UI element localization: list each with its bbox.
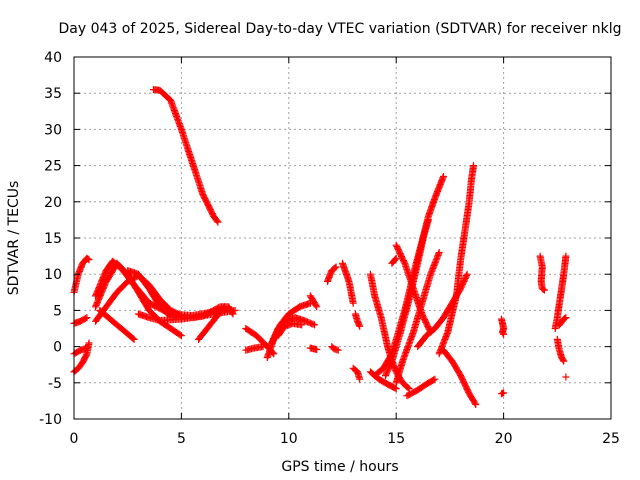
- data-point: [560, 357, 568, 365]
- data-point: [85, 256, 93, 264]
- data-point: [129, 335, 137, 342]
- data-point: [228, 309, 236, 317]
- data-point: [462, 272, 470, 280]
- y-tick-label: 10: [44, 267, 62, 283]
- data-point: [213, 217, 221, 225]
- data-point: [430, 376, 438, 384]
- x-tick-label: 20: [495, 431, 513, 447]
- data-point: [313, 303, 321, 311]
- y-tick-label: 20: [44, 195, 62, 211]
- data-point: [331, 264, 339, 272]
- data-point: [391, 255, 399, 263]
- data-point: [404, 384, 412, 392]
- data-point: [471, 399, 479, 407]
- x-tick-label: 10: [280, 431, 298, 447]
- data-point: [259, 343, 267, 351]
- data-point: [440, 173, 447, 180]
- y-tick-label: 0: [53, 340, 62, 356]
- data-point: [313, 346, 321, 353]
- data-point: [332, 263, 340, 271]
- y-tick-label: 15: [44, 231, 62, 247]
- data-points: [70, 86, 570, 408]
- y-tick-label: -5: [48, 376, 62, 392]
- y-tick-label: 5: [53, 303, 62, 319]
- x-tick-label: 0: [70, 431, 79, 447]
- data-point: [356, 375, 364, 383]
- data-point: [85, 339, 93, 347]
- grid: [74, 57, 611, 419]
- data-point: [298, 321, 306, 329]
- y-tick-label: 40: [44, 50, 62, 66]
- data-point: [130, 335, 138, 343]
- data-point: [356, 322, 364, 330]
- data-point: [500, 389, 508, 397]
- data-point: [562, 252, 570, 260]
- y-tick-label: -10: [39, 412, 62, 428]
- data-point: [334, 346, 342, 354]
- data-point: [500, 330, 508, 338]
- x-tick-label: 15: [387, 431, 405, 447]
- data-point: [435, 249, 443, 256]
- data-point: [84, 255, 92, 263]
- data-point: [82, 314, 90, 322]
- data-point: [177, 332, 185, 340]
- axis-ticks: 0 5 10 15 20 25 -10 -5 0 5 10 15 20 25 30 35 40: [39, 50, 620, 447]
- y-axis-label: SDTVAR / TECUs: [6, 181, 22, 296]
- data-point: [311, 321, 319, 329]
- y-tick-label: 35: [44, 86, 62, 102]
- data-point: [220, 303, 228, 311]
- data-point: [214, 218, 222, 226]
- data-point: [83, 314, 91, 322]
- x-tick-label: 5: [177, 431, 186, 447]
- data-point: [349, 299, 357, 307]
- data-point: [559, 356, 567, 364]
- data-point: [539, 285, 547, 293]
- chart-title: Day 043 of 2025, Sidereal Day-to-day VTE…: [59, 21, 622, 37]
- data-point: [562, 373, 570, 381]
- data-point: [83, 344, 91, 352]
- data-point: [219, 304, 227, 312]
- y-tick-label: 30: [44, 122, 62, 138]
- data-point: [562, 314, 570, 322]
- data-point: [392, 254, 400, 262]
- data-point: [463, 270, 471, 278]
- data-point: [470, 162, 477, 170]
- x-tick-label: 25: [602, 431, 620, 447]
- data-point: [472, 401, 480, 408]
- data-point: [540, 286, 548, 294]
- data-point: [431, 375, 439, 383]
- data-point: [561, 314, 569, 322]
- data-point: [424, 216, 432, 224]
- data-point: [176, 331, 184, 339]
- x-axis-label: GPS time / hours: [281, 459, 398, 475]
- data-point: [312, 301, 320, 309]
- data-point: [229, 310, 237, 318]
- y-tick-label: 25: [44, 159, 62, 175]
